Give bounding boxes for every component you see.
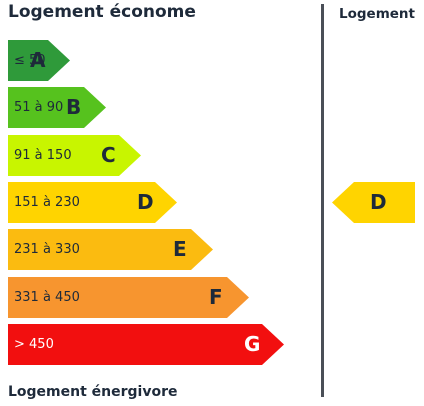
energy-class-bar-f: 331 à 450 F — [8, 277, 249, 318]
energy-class-bar-d: 151 à 230 D — [8, 182, 177, 223]
column-divider — [321, 4, 324, 397]
energy-class-bar-e: 231 à 330 E — [8, 229, 213, 270]
class-letter: F — [209, 285, 223, 309]
inefficient-label: Logement énergivore — [8, 384, 178, 400]
range-label: 51 à 90 — [14, 100, 64, 115]
class-letter: A — [30, 48, 46, 72]
range-label: 151 à 230 — [14, 195, 80, 210]
range-label: 91 à 150 — [14, 148, 72, 163]
efficient-label: Logement économe — [8, 2, 196, 22]
energy-class-bar-b: 51 à 90 B — [8, 87, 106, 128]
class-letter: B — [66, 95, 82, 119]
current-class-marker: D — [332, 182, 415, 223]
current-class-letter: D — [370, 190, 387, 214]
energy-class-bar-a: ≤ 50 A — [8, 40, 70, 81]
range-label: 231 à 330 — [14, 242, 80, 257]
range-label: > 450 — [14, 337, 54, 352]
class-letter: G — [244, 332, 261, 356]
current-column-label: Logement — [339, 6, 415, 22]
class-letter: D — [137, 190, 154, 214]
class-letter: E — [173, 237, 187, 261]
energy-class-bar-g: > 450 G — [8, 324, 284, 365]
range-label: 331 à 450 — [14, 290, 80, 305]
range-label: ≤ 50 — [14, 53, 46, 68]
energy-class-bar-c: 91 à 150 C — [8, 135, 141, 176]
class-letter: C — [101, 143, 116, 167]
